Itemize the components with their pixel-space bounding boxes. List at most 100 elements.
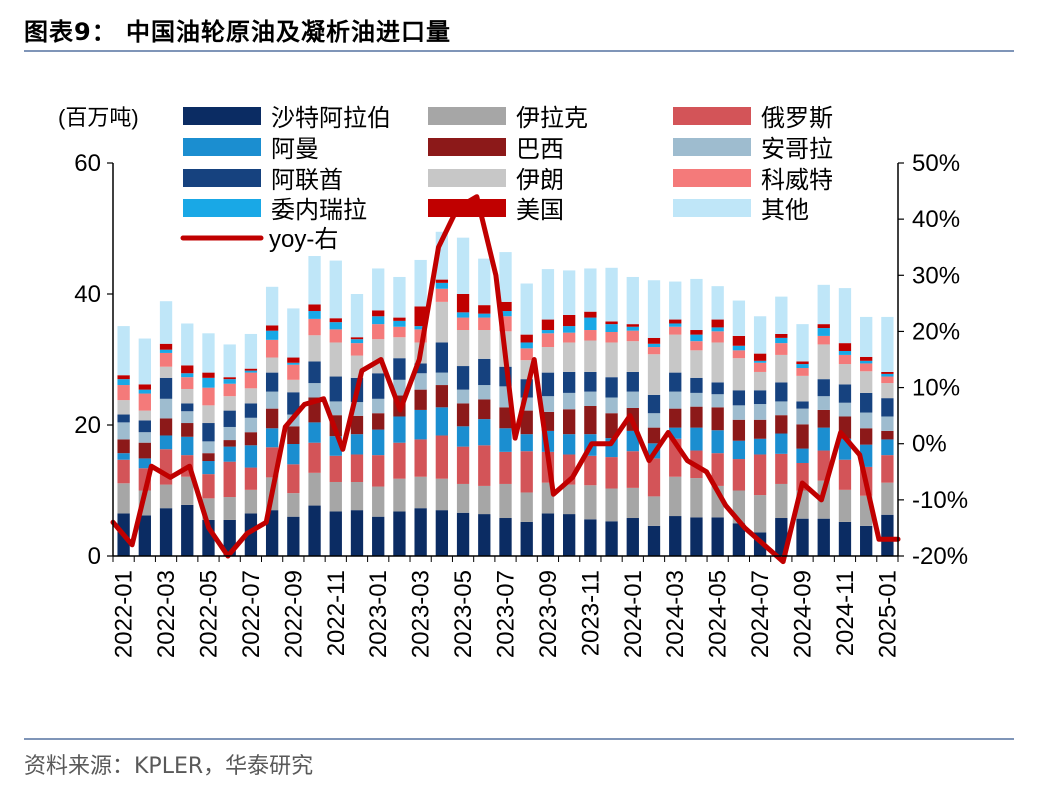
bar-segment (456, 312, 470, 318)
bar-segment (753, 495, 767, 533)
bar-segment (308, 505, 321, 556)
bar-segment (329, 376, 342, 402)
bar-segment (244, 368, 258, 371)
x-tick-label: 2024-11 (832, 570, 859, 656)
yoy-line-layer (110, 194, 901, 565)
bar-segment (478, 358, 491, 386)
bar-segment (117, 453, 130, 460)
bar-segment (711, 319, 724, 328)
bar-segment (796, 368, 809, 376)
bar-segment (202, 441, 215, 454)
bar-segment (647, 413, 661, 428)
bar-segment (838, 521, 852, 556)
bar-segment (202, 372, 215, 378)
x-tick-label: 2023-11 (577, 570, 604, 656)
bar-segment (393, 337, 406, 359)
bar-segment (605, 377, 618, 398)
bar-segment (860, 412, 873, 429)
bar-segment (372, 413, 385, 430)
bar-segment (287, 357, 300, 363)
bar-segment (435, 282, 449, 289)
bar-segment (860, 525, 873, 556)
bar-segment (329, 318, 342, 323)
bar-segment (626, 324, 639, 327)
x-tick-label: 2022-03 (153, 570, 180, 658)
bar-segment (690, 350, 703, 378)
bar-segment (393, 326, 406, 338)
bar-segment (393, 320, 406, 327)
bar-segment (287, 426, 300, 444)
bar-segment (478, 385, 491, 400)
bar-segment (181, 411, 194, 424)
bar-segment (414, 373, 427, 390)
bar-segment (456, 317, 470, 331)
bar-segment (478, 399, 491, 420)
bar-segment (647, 280, 661, 338)
bar-segment (181, 323, 194, 366)
legend-swatch (428, 199, 506, 217)
bar-segment (732, 350, 746, 359)
bar-segment (159, 349, 173, 353)
bar-segment (563, 314, 576, 327)
bar-segment (838, 350, 852, 355)
bar-segment (499, 451, 512, 484)
bar-segment (435, 342, 449, 373)
bar-segment (329, 329, 342, 343)
bar-segment (159, 398, 173, 419)
bar-segment (541, 513, 555, 556)
bar-segment (669, 516, 682, 556)
bar-segment (308, 472, 321, 506)
legend-swatch (673, 107, 751, 125)
bar-segment (265, 339, 279, 358)
bar-segment (223, 440, 236, 447)
bar-segment (202, 423, 215, 442)
bar-segment (244, 403, 258, 418)
bar-segment (202, 461, 215, 475)
bar-segment (265, 286, 279, 326)
bar-segment (584, 391, 597, 407)
legend-label: 其他 (761, 197, 809, 224)
legend-label: 巴西 (516, 136, 564, 163)
bar-segment (817, 379, 830, 397)
bar-segment (372, 486, 385, 517)
bar-segment (860, 392, 873, 413)
bar-segment (647, 347, 661, 355)
bar-segment (117, 375, 130, 380)
bar-segment (202, 453, 215, 462)
bar-segment (669, 476, 682, 517)
bar-segment (520, 348, 533, 361)
bar-segment (881, 376, 894, 384)
bar-segment (711, 382, 724, 395)
bar-segment (605, 321, 618, 325)
bar-segment (435, 478, 449, 511)
bar-segment (626, 330, 639, 342)
bar-segment (732, 390, 746, 406)
bar-segment (499, 311, 512, 317)
bar-segment (711, 517, 724, 556)
bar-segment (138, 442, 151, 459)
bar-segment (329, 455, 342, 482)
bar-segment (584, 519, 597, 556)
bar-segment (202, 377, 215, 388)
bar-segment (626, 487, 639, 519)
bar-segment (775, 433, 788, 454)
bar-segment (265, 391, 279, 409)
bar-segment (265, 408, 279, 429)
bar-segment (414, 508, 427, 556)
bar-segment (393, 442, 406, 479)
bar-segment (456, 294, 470, 313)
figure-title: 图表9： 中国油轮原油及凝析油进口量 (24, 18, 452, 46)
bar-segment (796, 364, 809, 369)
bar-segment (329, 481, 342, 512)
bar-segment (159, 352, 173, 367)
bar-segment (244, 372, 258, 389)
bar-segment (478, 258, 491, 306)
legend-label: 伊朗 (516, 167, 564, 194)
bar-segment (647, 427, 661, 444)
x-tick-label: 2022-11 (323, 570, 350, 656)
bar-segment (223, 377, 236, 380)
legend-label: yoy-右 (269, 226, 338, 253)
bar-segment (605, 457, 618, 489)
bar-segment (775, 333, 788, 338)
